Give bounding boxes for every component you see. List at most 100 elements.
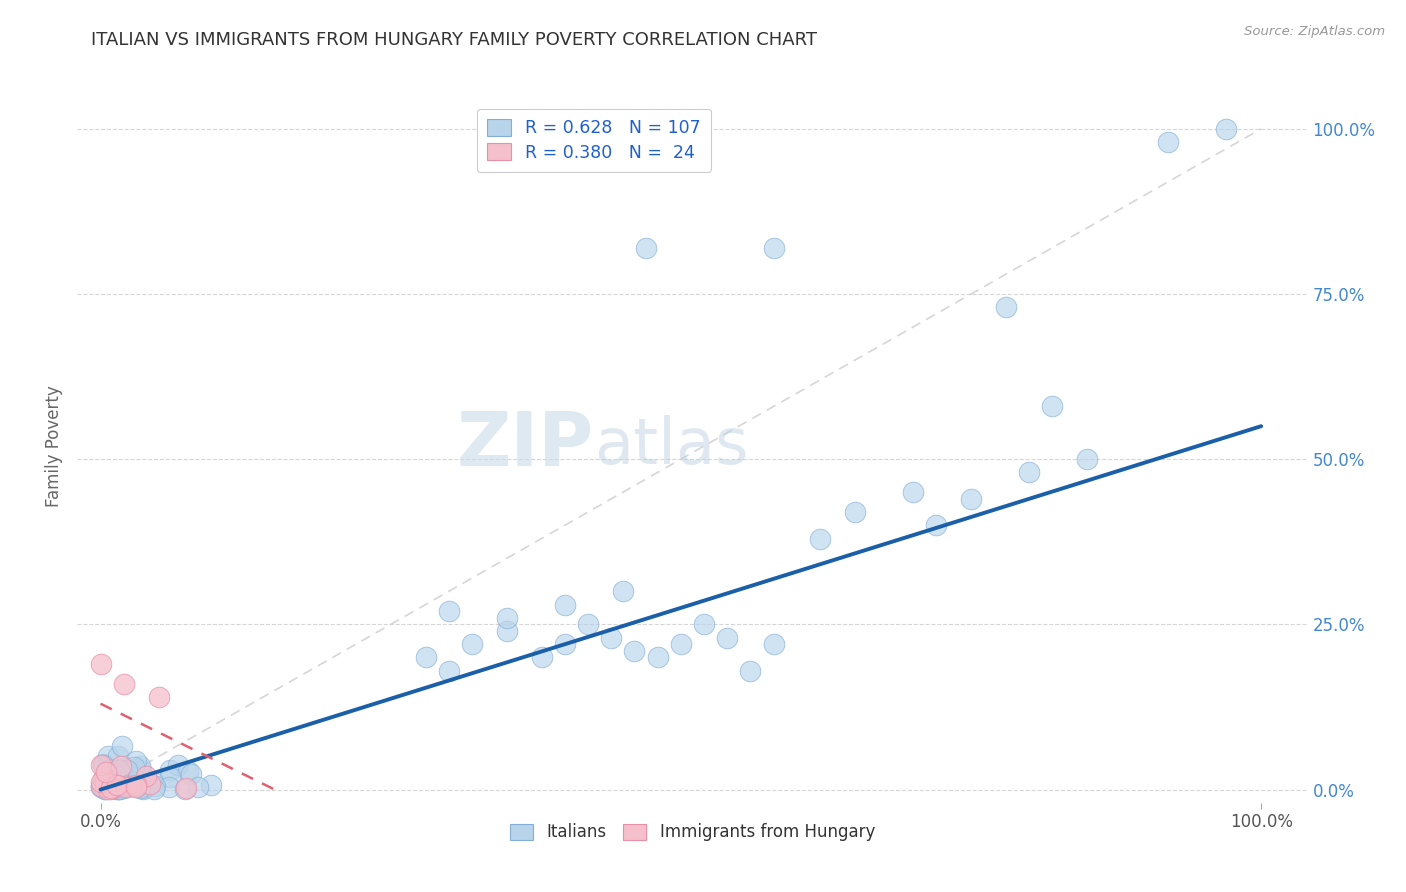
Text: ITALIAN VS IMMIGRANTS FROM HUNGARY FAMILY POVERTY CORRELATION CHART: ITALIAN VS IMMIGRANTS FROM HUNGARY FAMIL… xyxy=(91,31,817,49)
Point xyxy=(101,780,124,795)
Point xyxy=(103,770,125,784)
Point xyxy=(111,780,134,794)
Point xyxy=(90,657,112,671)
Point xyxy=(98,764,121,779)
Point xyxy=(187,780,209,795)
Point xyxy=(103,764,125,779)
Point xyxy=(90,757,112,772)
Point xyxy=(121,776,143,790)
Point xyxy=(91,775,114,789)
Point xyxy=(1215,121,1237,136)
Point xyxy=(108,772,131,786)
Point xyxy=(180,767,202,781)
Point xyxy=(740,664,762,678)
Point xyxy=(105,778,128,792)
Point xyxy=(437,604,460,618)
Point xyxy=(94,775,117,789)
Point xyxy=(176,764,198,778)
Point xyxy=(96,764,118,779)
Point xyxy=(960,491,983,506)
Point xyxy=(554,598,576,612)
Point xyxy=(200,778,222,792)
Point xyxy=(129,763,152,777)
Point xyxy=(100,777,122,791)
Point xyxy=(127,778,149,792)
Point xyxy=(173,782,195,797)
Point xyxy=(576,617,599,632)
Point xyxy=(105,782,128,797)
Point xyxy=(124,778,146,792)
Point xyxy=(107,781,129,796)
Point xyxy=(96,781,118,796)
Point xyxy=(174,780,197,795)
Point xyxy=(157,780,180,795)
Point xyxy=(107,780,129,795)
Point xyxy=(100,773,122,788)
Point xyxy=(90,775,112,789)
Point xyxy=(634,241,657,255)
Point xyxy=(120,779,142,793)
Point xyxy=(91,772,114,786)
Point xyxy=(437,664,460,678)
Text: Source: ZipAtlas.com: Source: ZipAtlas.com xyxy=(1244,25,1385,38)
Point xyxy=(93,782,115,797)
Point xyxy=(94,765,117,780)
Point xyxy=(127,780,149,794)
Point xyxy=(107,748,129,763)
Point xyxy=(100,780,122,795)
Legend: Italians, Immigrants from Hungary: Italians, Immigrants from Hungary xyxy=(503,817,882,848)
Point xyxy=(105,778,128,792)
Point xyxy=(1076,452,1098,467)
Point xyxy=(97,767,120,781)
Point xyxy=(134,780,156,795)
Point xyxy=(623,644,645,658)
Point xyxy=(105,778,128,792)
Point xyxy=(110,764,132,778)
Point xyxy=(105,779,128,793)
Point xyxy=(124,775,146,789)
Point xyxy=(112,677,135,691)
Point xyxy=(143,782,166,797)
Y-axis label: Family Poverty: Family Poverty xyxy=(45,385,63,507)
Point xyxy=(167,757,190,772)
Point xyxy=(91,774,114,789)
Point xyxy=(105,772,128,787)
Point xyxy=(103,781,125,796)
Point xyxy=(103,765,125,780)
Point xyxy=(107,782,129,797)
Point xyxy=(96,749,118,764)
Point xyxy=(118,764,141,778)
Point xyxy=(136,775,159,789)
Point xyxy=(103,776,125,790)
Point xyxy=(669,637,692,651)
Point xyxy=(100,770,122,784)
Point xyxy=(1157,135,1180,149)
Point xyxy=(93,757,115,772)
Point xyxy=(132,781,155,796)
Point xyxy=(415,650,437,665)
Point xyxy=(925,518,948,533)
Point xyxy=(762,637,785,651)
Point xyxy=(91,756,114,771)
Point xyxy=(114,772,136,786)
Point xyxy=(138,777,160,791)
Point xyxy=(90,780,112,795)
Point xyxy=(115,763,138,777)
Point xyxy=(128,759,150,773)
Point xyxy=(142,775,165,789)
Point xyxy=(105,773,128,788)
Point xyxy=(647,650,669,665)
Point xyxy=(108,763,131,777)
Point xyxy=(122,760,145,774)
Point xyxy=(121,780,143,794)
Point xyxy=(612,584,634,599)
Point xyxy=(530,650,553,665)
Point xyxy=(115,780,138,795)
Point xyxy=(115,775,138,789)
Point xyxy=(148,690,170,704)
Point xyxy=(716,631,738,645)
Point xyxy=(98,782,121,797)
Point xyxy=(98,762,121,776)
Point xyxy=(90,779,112,793)
Point xyxy=(808,532,831,546)
